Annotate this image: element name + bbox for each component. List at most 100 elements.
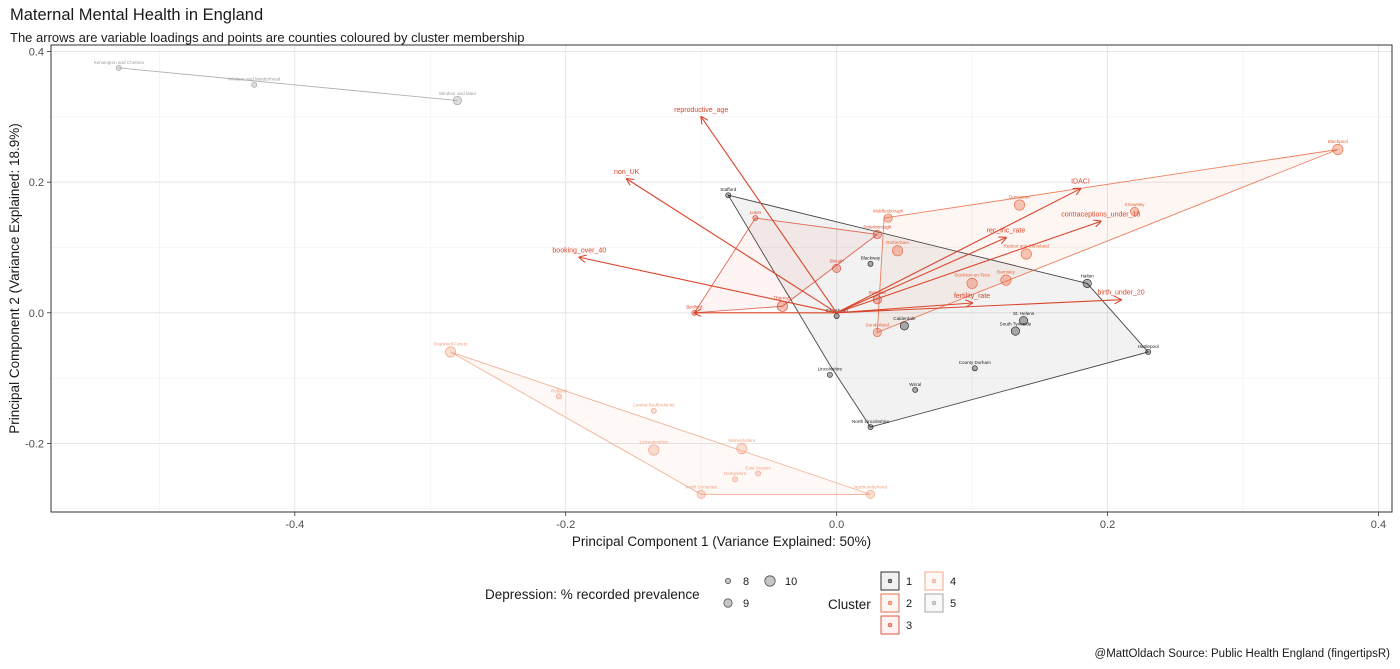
y-tick-label: 0.2 (29, 177, 44, 189)
loading-label: fertility_rate (954, 293, 990, 300)
county-label: North Lincolnshire (852, 419, 889, 424)
county-point (736, 443, 748, 455)
county-point (826, 371, 833, 378)
size-legend-key (725, 578, 732, 585)
county-label: Doncaster (1009, 194, 1030, 199)
county-point (556, 393, 562, 400)
county-point (1019, 316, 1029, 326)
county-point (1020, 248, 1032, 260)
x-axis-title: Principal Component 1 (Variance Explaine… (572, 534, 871, 549)
county-label: East Sussex (745, 465, 771, 470)
county-label: Stockton-on-Tees (954, 273, 990, 278)
county-point (832, 263, 842, 273)
county-label: Barnsley (997, 269, 1016, 274)
county-point (1130, 207, 1140, 217)
size-legend-key (723, 598, 733, 608)
loading-arrow (701, 117, 838, 314)
county-point (251, 81, 258, 88)
loading-label: rec_inc_rate (987, 228, 1026, 235)
chart-title: Maternal Mental Health in England (10, 6, 264, 24)
cluster-legend-dot (887, 600, 893, 606)
loading-label: booking_over_40 (552, 247, 606, 254)
hull-cluster-2 (876, 149, 1338, 334)
county-label: Calderdale (893, 316, 916, 321)
county-label: Redcar and Cleveland (1004, 243, 1050, 248)
y-tick-label: -0.2 (25, 438, 44, 450)
cluster-legend-label: 4 (950, 576, 956, 588)
county-point (1082, 278, 1092, 288)
county-label: South Tyneside (1000, 321, 1032, 326)
x-axis: -0.4 -0.2 0.0 0.2 0.4 (285, 512, 1386, 531)
county-point (912, 386, 919, 393)
county-point (1332, 144, 1344, 156)
x-tick-label: 0.2 (1100, 519, 1115, 531)
county-label: Northumberland (854, 485, 887, 490)
county-label: Windsor and Maidenhead (228, 77, 281, 82)
cluster-legend-dot (887, 578, 893, 584)
x-tick-label: 0.4 (1371, 519, 1386, 531)
county-label: Kensington and Chelsea (94, 60, 145, 65)
hull-cluster-3 (693, 217, 879, 314)
cluster-hulls (118, 67, 1338, 495)
county-label: Central Bedfordshire (633, 403, 676, 408)
cluster-legend-dot (887, 622, 893, 628)
y-axis: -0.2 0.0 0.2 0.4 (25, 47, 51, 450)
hull-cluster-1 (727, 194, 1150, 428)
county-point (752, 215, 759, 221)
loading-label: birth_under_20 (1098, 290, 1145, 297)
county-label: North Somerset (685, 485, 718, 490)
y-tick-label: 0.4 (29, 47, 44, 59)
county-label: Thurrock (773, 296, 792, 301)
size-legend-label: 9 (743, 598, 749, 610)
county-label: Bracknell Forest (434, 341, 468, 346)
county-point (1010, 326, 1020, 336)
county-label: Sunderland (866, 323, 890, 328)
loading-label: contraceptions_under_18 (1061, 211, 1140, 218)
county-point (650, 407, 657, 414)
loading-label: reproductive_age (674, 107, 728, 114)
county-point (872, 327, 882, 337)
county-label: Windsor and Maid (439, 91, 476, 96)
county-point (648, 444, 660, 456)
county-point (867, 260, 874, 267)
plot-panel-border (50, 44, 1393, 513)
cluster-legend-title: Cluster (828, 597, 871, 612)
county-label: Peterborough (863, 225, 891, 230)
size-legend-title: Depression: % recorded prevalence (485, 587, 700, 602)
county-point (1145, 349, 1152, 355)
county-point (755, 470, 761, 477)
county-point (971, 365, 978, 372)
county-label: Rutland (551, 388, 567, 393)
x-tick-label: -0.4 (285, 519, 304, 531)
county-point (732, 476, 738, 483)
loading-arrow (836, 189, 1081, 314)
county-label: Stafford (720, 187, 736, 192)
loading-arrow (836, 221, 1101, 314)
county-label: Leicestershire (639, 439, 668, 444)
county-point (867, 424, 874, 430)
variable-loadings: reproductive_age non_UK booking_over_40 IDA… (552, 107, 1145, 314)
county-point (776, 300, 788, 312)
loading-arrow (836, 303, 972, 314)
y-tick-label: 0.0 (29, 308, 44, 320)
x-tick-label: 0.0 (829, 519, 844, 531)
county-point (725, 192, 732, 199)
county-point (892, 245, 904, 257)
size-legend-key (764, 575, 776, 587)
cluster-legend-label: 1 (906, 576, 912, 588)
cluster-legend-dot (931, 600, 937, 606)
legend: Depression: % recorded prevalence Cluste… (485, 571, 956, 635)
x-tick-label: -0.2 (556, 519, 575, 531)
county-label: Wirral (909, 382, 921, 387)
chart-subtitle: The arrows are variable loadings and poi… (10, 30, 525, 45)
county-label: Halton (1081, 274, 1095, 279)
county-point (1000, 274, 1012, 286)
county-label: Slough (829, 259, 844, 264)
county-points: Kensington and Chelsea Windsor and Maiden… (94, 60, 1348, 499)
county-point (445, 346, 457, 358)
loading-arrow (579, 257, 837, 314)
county-label: Luton (750, 210, 762, 215)
loading-label: IDACI (1071, 179, 1090, 186)
county-label: Bedford (686, 305, 703, 310)
size-legend-label: 10 (785, 576, 797, 588)
